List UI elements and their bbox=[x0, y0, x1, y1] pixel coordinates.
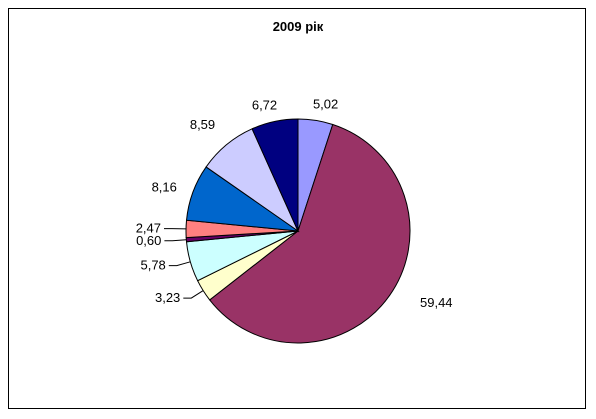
leader-line-4 bbox=[164, 239, 187, 242]
slice-label-6: 8,16 bbox=[152, 179, 177, 194]
pie-slice-8 bbox=[251, 118, 299, 232]
slice-label-0: 5,02 bbox=[313, 96, 338, 111]
slice-label-2: 3,23 bbox=[155, 290, 180, 305]
slice-label-8: 6,72 bbox=[252, 98, 277, 113]
slice-label-4: 0,60 bbox=[136, 233, 161, 248]
slice-label-3: 5,78 bbox=[140, 258, 165, 273]
leader-line-2 bbox=[183, 290, 204, 299]
slice-label-7: 8,59 bbox=[190, 117, 215, 132]
slice-label-1: 59,44 bbox=[420, 295, 453, 310]
slice-label-5: 2,47 bbox=[136, 221, 161, 236]
chart-title: 2009 рік bbox=[272, 19, 324, 34]
pie-slice-1 bbox=[208, 123, 411, 344]
leader-line-3 bbox=[168, 261, 191, 267]
